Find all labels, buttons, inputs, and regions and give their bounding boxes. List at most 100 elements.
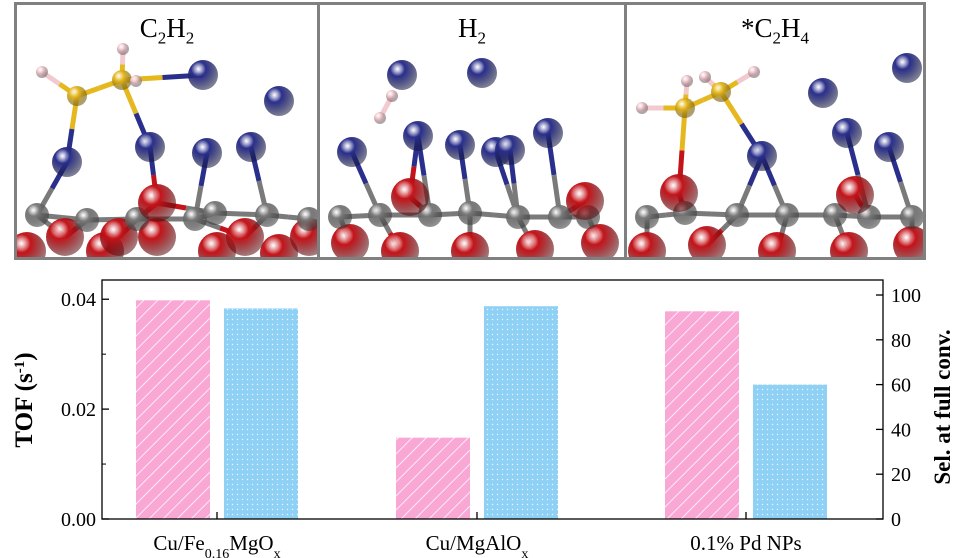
left-tick-label-0: 0.00: [61, 509, 96, 531]
selectivity-bar-1: [484, 306, 558, 519]
oxygen-atom: [226, 218, 264, 256]
right-tick-label-3: 60: [891, 375, 911, 397]
panel-label-h2: H2: [458, 13, 486, 48]
oxygen-atom: [836, 176, 874, 214]
metal-atom: [25, 203, 49, 227]
panel-label-c2h4: *C2H4: [740, 13, 809, 48]
oxygen-atom: [260, 234, 298, 257]
panel-label-c2h2: C2H2: [139, 13, 195, 48]
oxygen-atom: [138, 218, 176, 256]
structure-panel-h2: H2: [317, 2, 627, 260]
metal-atom: [368, 203, 392, 227]
bars-group: [136, 300, 827, 519]
right-tick-label-1: 20: [891, 464, 911, 486]
oxygen-atom: [46, 218, 84, 256]
oxygen-atom: [566, 182, 604, 220]
carbon-atom: [675, 98, 695, 118]
molecular-structure-h2: [328, 58, 619, 257]
oxygen-atom: [893, 226, 923, 257]
structure-panel-c2h2: C2H2: [14, 2, 320, 260]
right-tick-label-4: 80: [891, 330, 911, 352]
selectivity-bar-2: [753, 384, 827, 519]
metal-atom: [725, 203, 749, 227]
copper-atom: [533, 118, 563, 148]
oxygen-atom: [758, 232, 796, 257]
copper-atom: [495, 135, 525, 165]
copper-atom: [135, 132, 165, 162]
carbon-atom: [67, 86, 87, 106]
copper-atom: [387, 60, 417, 90]
right-tick-label-2: 40: [891, 419, 911, 441]
molecular-structure-c2h2: [17, 43, 317, 257]
hydrogen-atom: [36, 66, 48, 78]
y-axis-label-right: Sel. at full conv.: [930, 329, 955, 484]
copper-atom: [874, 132, 904, 162]
molecular-structure-c2h4: [628, 53, 923, 257]
carbon-atom: [711, 82, 731, 102]
copper-atom: [445, 130, 475, 160]
metal-atom: [183, 207, 207, 231]
metal-atom: [548, 205, 572, 229]
copper-atom: [892, 53, 922, 83]
carbon-atom: [112, 70, 132, 90]
copper-atom: [264, 86, 294, 116]
metal-atom: [458, 201, 482, 225]
right-tick-label-5: 100: [891, 285, 921, 307]
tof-bar-2: [665, 311, 739, 519]
metal-atom: [255, 203, 279, 227]
x-axis-ticks: [216, 512, 747, 519]
metal-atom: [506, 205, 530, 229]
oxygen-atom: [688, 226, 726, 257]
oxygen-atom: [581, 224, 619, 257]
oxygen-atom: [660, 174, 698, 212]
oxygen-atom: [138, 184, 176, 222]
x-tick-label-0: Cu/Fe0.16MgOx: [153, 531, 280, 558]
hydrogen-atom: [386, 90, 398, 102]
hydrogen-atom: [681, 75, 693, 87]
hydrogen-atom: [374, 112, 386, 124]
hydrogen-atom: [699, 71, 711, 83]
copper-atom: [403, 121, 433, 151]
right-axis-ticks: 0 20 40 60 80 100: [876, 285, 921, 531]
x-tick-label-1: Cu/MgAlOx: [426, 531, 529, 558]
left-tick-label-1: 0.02: [61, 399, 96, 421]
left-axis-ticks: 0.00 0.02 0.04: [61, 289, 109, 531]
copper-atom: [337, 137, 367, 167]
copper-atom: [52, 147, 82, 177]
y-axis-label-left: TOF (s-1): [11, 352, 38, 447]
oxygen-atom: [628, 232, 666, 257]
structure-panel-c2h4: *C2H4: [624, 2, 926, 260]
hydrogen-atom: [748, 66, 760, 78]
copper-atom: [236, 132, 266, 162]
tof-bar-0: [136, 300, 210, 519]
hydrogen-atom: [636, 102, 648, 114]
metal-atom: [75, 208, 99, 232]
metal-atom: [203, 201, 227, 225]
metal-atom: [297, 207, 317, 231]
bar-chart: 0.00 0.02 0.04 0 20 40 60 80 100 TOF (s-1) Sel.…: [11, 279, 955, 558]
oxygen-atom: [830, 232, 868, 257]
tof-bar-1: [396, 437, 470, 519]
metal-atom: [775, 203, 799, 227]
metal-atom: [900, 205, 923, 229]
oxygen-atom: [381, 232, 419, 257]
hydrogen-atom: [117, 43, 129, 55]
metal-atom: [635, 205, 659, 229]
oxygen-atom: [17, 232, 46, 257]
metal-atom: [328, 205, 352, 229]
copper-atom: [188, 60, 218, 90]
oxygen-atom: [100, 218, 138, 256]
oxygen-atom: [391, 178, 429, 216]
metal-atom: [823, 203, 847, 227]
hydrogen-atom: [130, 75, 142, 87]
oxygen-atom: [451, 232, 489, 257]
left-tick-label-2: 0.04: [61, 289, 96, 311]
x-tick-label-2: 0.1% Pd NPs: [690, 531, 801, 555]
copper-atom: [808, 78, 838, 108]
copper-atom: [467, 58, 497, 88]
oxygen-atom: [516, 230, 554, 257]
selectivity-bar-0: [224, 308, 298, 519]
copper-atom: [832, 118, 862, 148]
oxygen-atom: [331, 224, 369, 257]
copper-atom: [747, 141, 777, 171]
